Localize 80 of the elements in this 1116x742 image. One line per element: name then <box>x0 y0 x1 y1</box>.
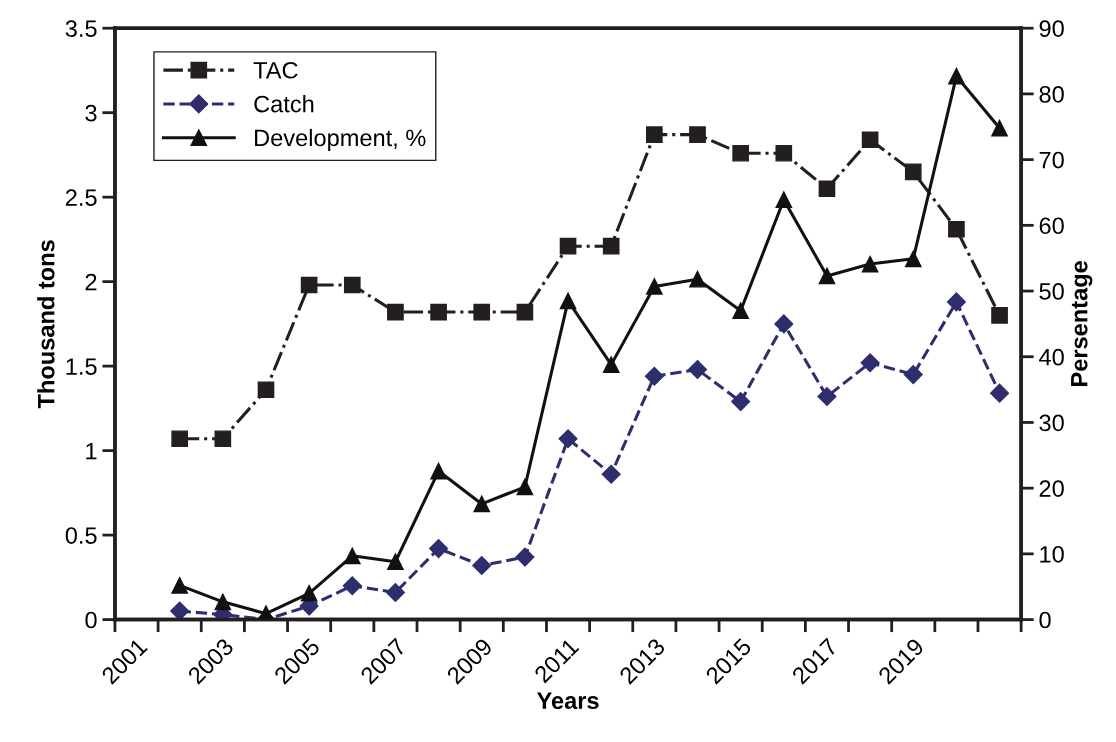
point <box>946 292 966 312</box>
legend-label: TAC <box>253 61 298 79</box>
point <box>687 359 708 380</box>
point <box>646 126 663 143</box>
point <box>300 584 318 602</box>
point <box>342 576 362 596</box>
point <box>904 250 922 268</box>
point <box>774 314 794 334</box>
y2-tick-label: 10 <box>1040 545 1064 563</box>
point <box>472 555 492 576</box>
y2-tick-label: 60 <box>1039 217 1064 235</box>
y2-tick-label: 30 <box>1039 414 1064 432</box>
y2-tick-label: 90 <box>1039 20 1064 37</box>
y2-tick-label: 70 <box>1039 151 1064 169</box>
y-tick-label: 2 <box>85 273 97 291</box>
point <box>171 430 189 448</box>
y2-tick-label: 0 <box>1039 611 1051 629</box>
point <box>644 366 664 386</box>
y-tick-label: 3 <box>85 104 97 122</box>
y2-tick-label: 50 <box>1039 283 1064 300</box>
y-axis-title: Thousand tons <box>37 240 55 409</box>
point <box>516 303 534 321</box>
x-axis-title: Years <box>536 692 599 710</box>
point <box>473 495 491 513</box>
y-tick-label: 0 <box>85 611 97 629</box>
point <box>343 276 361 294</box>
point <box>948 220 965 238</box>
point <box>903 365 923 385</box>
point <box>214 593 232 611</box>
point <box>515 547 535 567</box>
legend-label: Catch <box>254 95 314 113</box>
point <box>732 144 749 162</box>
legend-label: Development, % <box>255 128 426 151</box>
point <box>861 255 879 273</box>
y2-tick-label: 80 <box>1039 85 1064 103</box>
y-tick-label: 2.5 <box>65 189 97 206</box>
point <box>861 131 879 149</box>
point <box>558 429 578 449</box>
point <box>904 163 922 181</box>
point <box>818 267 836 285</box>
y-tick-label: 0.5 <box>65 527 97 544</box>
point <box>300 276 318 294</box>
y-tick-label: 3.5 <box>65 20 97 37</box>
point <box>430 303 447 321</box>
point <box>343 547 361 565</box>
point <box>214 430 232 448</box>
point <box>559 237 577 255</box>
point <box>689 126 706 143</box>
point <box>775 191 793 209</box>
point <box>991 119 1008 137</box>
point <box>646 278 663 295</box>
point <box>948 67 965 85</box>
point <box>860 353 880 373</box>
point <box>602 356 620 373</box>
point <box>430 462 447 480</box>
point <box>387 553 404 571</box>
point <box>257 381 275 399</box>
point <box>817 387 837 407</box>
y2-axis-title: Persentage <box>1071 261 1093 386</box>
point <box>775 144 793 162</box>
point <box>385 583 405 603</box>
point <box>429 539 449 559</box>
point <box>601 464 621 484</box>
point <box>818 180 836 198</box>
point <box>732 302 749 320</box>
point <box>387 303 404 321</box>
point <box>991 307 1008 324</box>
y-tick-label: 1.5 <box>66 358 97 375</box>
point <box>170 601 190 620</box>
point <box>689 270 706 288</box>
point <box>731 392 751 412</box>
point <box>990 383 1010 403</box>
point <box>559 292 577 310</box>
point <box>473 303 491 321</box>
y2-tick-label: 40 <box>1039 348 1064 366</box>
y-tick-label: 1 <box>86 442 97 460</box>
point <box>602 237 620 255</box>
y2-tick-label: 20 <box>1039 480 1064 497</box>
point <box>171 577 189 594</box>
point <box>516 478 534 496</box>
